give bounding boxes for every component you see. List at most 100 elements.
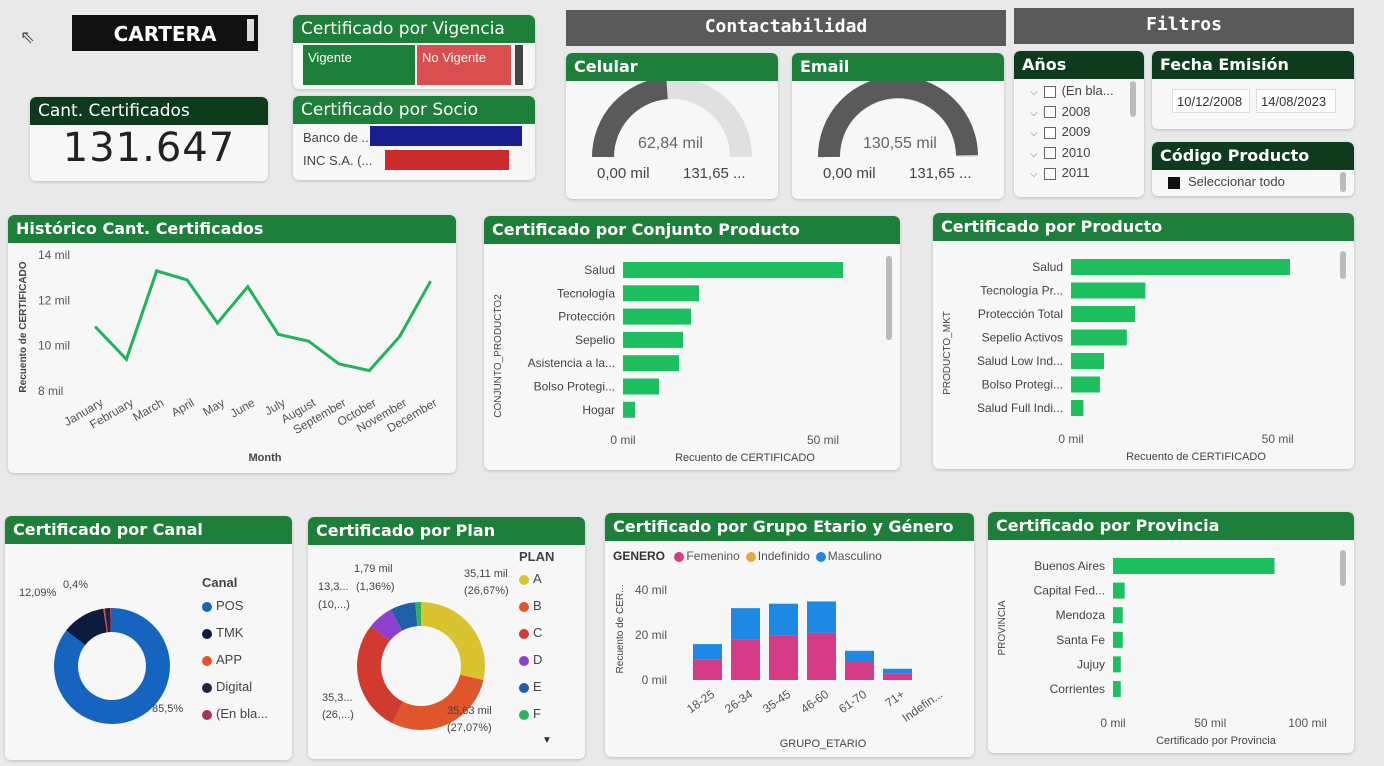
canal-chart bbox=[53, 608, 170, 724]
plan-title: Certificado por Plan bbox=[308, 517, 585, 545]
producto-card: Certificado por Producto Salud Tecnología… bbox=[933, 213, 1354, 469]
fecha-from-input[interactable]: 10/12/2008 bbox=[1172, 89, 1250, 113]
y-tick-label: 14 mil bbox=[38, 248, 70, 262]
plan-label-b-pct: (27,07%) bbox=[447, 722, 492, 734]
anios-checkbox[interactable] bbox=[1043, 167, 1056, 180]
anios-option[interactable]: ⌵ 2008 bbox=[1030, 104, 1114, 125]
vigente-tile[interactable]: Vigente bbox=[303, 45, 415, 85]
no-vigente-tile[interactable]: No Vigente bbox=[417, 45, 511, 85]
anios-option[interactable]: ⌵ 2009 bbox=[1030, 124, 1114, 145]
x-tick-label: 0 mil bbox=[610, 433, 635, 447]
celular-gauge-fill bbox=[592, 81, 669, 158]
bar-segment bbox=[883, 668, 912, 674]
legend-marker bbox=[519, 574, 529, 585]
bar-segment bbox=[807, 601, 836, 633]
legend-label: B bbox=[533, 598, 542, 613]
email-card: Email 130,55 mil 0,00 mil 131,65 ... bbox=[792, 53, 1004, 199]
email-min: 0,00 mil bbox=[823, 165, 876, 182]
producto-scrollbar[interactable] bbox=[1340, 251, 1346, 279]
legend-label: Masculino bbox=[827, 549, 882, 563]
canal-pct-tmk: 12,09% bbox=[19, 587, 57, 599]
legend-item[interactable]: APP bbox=[202, 652, 268, 679]
vigencia-scroll[interactable] bbox=[515, 45, 523, 85]
fecha-to-input[interactable]: 14/08/2023 bbox=[1256, 89, 1336, 113]
y-axis-label: PRODUCTO_MKT bbox=[942, 311, 953, 395]
socio-bar-banco[interactable] bbox=[370, 126, 522, 146]
etario-legend: GENERO Femenino Indefinido Masculino bbox=[613, 549, 882, 563]
y-axis-label: Recuento de CER... bbox=[615, 585, 626, 674]
legend-item[interactable]: E bbox=[519, 679, 542, 706]
legend-item[interactable]: Masculino bbox=[815, 549, 882, 563]
bar bbox=[1071, 400, 1084, 416]
anios-checkbox[interactable] bbox=[1043, 106, 1056, 119]
legend-item[interactable]: A bbox=[519, 571, 542, 598]
anios-checkbox[interactable] bbox=[1043, 126, 1056, 139]
donut-slice bbox=[392, 674, 484, 730]
codigo-card: Código Producto Seleccionar todo bbox=[1152, 142, 1354, 196]
y-tick-label: 20 mil bbox=[635, 628, 667, 642]
anios-option[interactable]: ⌵ 2010 bbox=[1030, 145, 1114, 166]
legend-label: TMK bbox=[216, 625, 244, 640]
anios-option[interactable]: ⌵ (En bla... bbox=[1030, 83, 1114, 104]
data-point bbox=[276, 332, 280, 336]
historico-title: Histórico Cant. Certificados bbox=[8, 215, 456, 243]
chevron-down-icon: ⌵ bbox=[1030, 169, 1038, 180]
bar bbox=[623, 355, 679, 372]
chevron-down-icon: ⌵ bbox=[1030, 107, 1038, 119]
category-label: Salud Full Indi... bbox=[977, 401, 1063, 415]
select-all-checkbox[interactable] bbox=[1168, 176, 1180, 189]
canal-pct-app: 0,4% bbox=[63, 579, 89, 591]
bar-segment bbox=[731, 639, 760, 680]
category-label: Bolso Protegi... bbox=[982, 378, 1063, 392]
legend-marker bbox=[202, 709, 212, 720]
cartera-button[interactable]: CARTERA bbox=[72, 15, 258, 51]
x-tick-label: 50 mil bbox=[1194, 716, 1226, 730]
legend-marker bbox=[815, 551, 826, 562]
anios-option-label: 2008 bbox=[1061, 103, 1091, 119]
x-axis-label: Recuento de CERTIFICADO bbox=[675, 452, 815, 464]
x-tick-label: Indefin... bbox=[899, 687, 945, 725]
legend-label: APP bbox=[216, 652, 243, 667]
data-point bbox=[215, 321, 219, 325]
bar bbox=[1113, 681, 1121, 697]
legend-item[interactable]: B bbox=[519, 598, 542, 625]
legend-item[interactable]: Digital bbox=[202, 679, 268, 706]
legend-item[interactable]: F bbox=[519, 706, 542, 733]
anios-checkbox[interactable] bbox=[1043, 85, 1056, 98]
anios-title: Años bbox=[1014, 51, 1144, 79]
plan-label-b-val: 35,63 mil bbox=[447, 705, 492, 717]
legend-item[interactable]: D bbox=[519, 652, 542, 679]
legend-item[interactable]: C bbox=[519, 625, 542, 652]
anios-scrollbar[interactable] bbox=[1130, 81, 1136, 117]
legend-item[interactable]: TMK bbox=[202, 625, 268, 652]
anios-checkbox[interactable] bbox=[1043, 147, 1056, 160]
codigo-scrollbar[interactable] bbox=[1340, 172, 1346, 192]
provincia-chart: Buenos Aires Capital Fed... Mendoza Santa F… bbox=[997, 558, 1327, 747]
provincia-scrollbar[interactable] bbox=[1340, 550, 1346, 586]
legend-item[interactable]: Femenino bbox=[674, 549, 740, 563]
bar bbox=[1071, 306, 1136, 322]
legend-item[interactable]: Indefinido bbox=[745, 549, 810, 563]
x-tick-label: May bbox=[200, 395, 227, 418]
legend-marker bbox=[519, 709, 529, 720]
chevron-down-icon: ⌵ bbox=[1030, 128, 1038, 139]
data-point bbox=[307, 339, 311, 343]
category-label: Jujuy bbox=[1077, 657, 1105, 671]
anios-option[interactable]: ⌵ 2011 bbox=[1030, 165, 1114, 186]
donut-slice bbox=[421, 602, 485, 680]
conjunto-scrollbar[interactable] bbox=[886, 256, 892, 340]
plan-label-a-pct: (26,67%) bbox=[464, 585, 509, 597]
select-all-option[interactable]: Seleccionar todo bbox=[1168, 174, 1285, 189]
legend-item[interactable]: (En bla... bbox=[202, 706, 268, 733]
y-tick-label: 40 mil bbox=[635, 583, 667, 597]
legend-item[interactable]: POS bbox=[202, 598, 268, 625]
vigencia-card: Certificado por Vigencia Vigente No Vige… bbox=[293, 15, 535, 89]
anios-option-label: 2011 bbox=[1061, 165, 1090, 180]
legend-marker bbox=[519, 628, 529, 639]
bar bbox=[1113, 631, 1123, 648]
no-vigente-label: No Vigente bbox=[422, 50, 487, 65]
plan-legend-more-icon[interactable]: ▼ bbox=[542, 735, 552, 746]
socio-bar-inc[interactable] bbox=[385, 150, 509, 170]
x-axis-label: GRUPO_ETARIO bbox=[780, 738, 867, 750]
socio-label-banco: Banco de ... bbox=[303, 130, 373, 145]
